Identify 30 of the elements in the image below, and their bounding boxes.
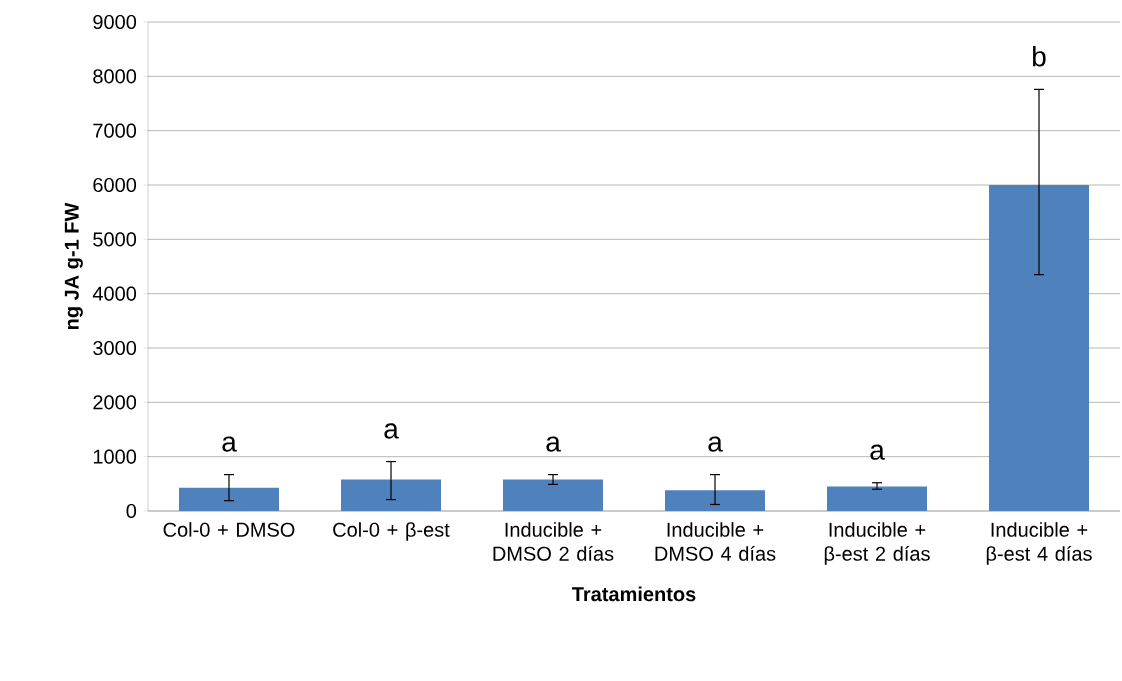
y-tick-label: 5000 bbox=[93, 232, 137, 247]
x-tick-label: Inducible + β-est 4 días bbox=[986, 522, 1092, 565]
bar bbox=[665, 490, 765, 511]
bar bbox=[341, 479, 441, 511]
bar bbox=[503, 479, 604, 511]
y-tick-label: 1000 bbox=[93, 449, 137, 464]
y-tick-label: 9000 bbox=[93, 14, 137, 30]
annotation: a bbox=[384, 423, 399, 439]
annotation: a bbox=[708, 436, 723, 452]
bar bbox=[827, 486, 928, 511]
annotation: a bbox=[546, 436, 561, 452]
y-tick-label: 2000 bbox=[93, 395, 137, 410]
y-tick-label: 6000 bbox=[93, 177, 137, 193]
x-tick-label: Col-0 + β-est bbox=[333, 522, 450, 541]
bar bbox=[989, 185, 1090, 511]
y-axis-title: ng JA g-1 FW bbox=[64, 202, 83, 330]
x-tick-label: Col-0 + DMSO bbox=[163, 522, 295, 537]
y-tick-label: 8000 bbox=[93, 69, 137, 84]
y-tick-label: 7000 bbox=[93, 123, 137, 138]
y-tick-label: 3000 bbox=[93, 340, 137, 356]
bar bbox=[179, 487, 279, 511]
y-tick-label: 4000 bbox=[92, 286, 137, 301]
x-tick-label: Inducible + DMSO 2 días bbox=[493, 522, 614, 561]
annotation: b bbox=[1033, 45, 1046, 67]
y-tick-label: 0 bbox=[126, 503, 137, 519]
x-axis-title: Tratamientos bbox=[571, 586, 696, 602]
annotation: a bbox=[870, 444, 885, 460]
x-tick-label: Inducible + β-est 2 días bbox=[824, 522, 930, 565]
x-tick-label: Inducible + DMSO 4 días bbox=[655, 522, 776, 561]
annotation: a bbox=[222, 436, 237, 452]
